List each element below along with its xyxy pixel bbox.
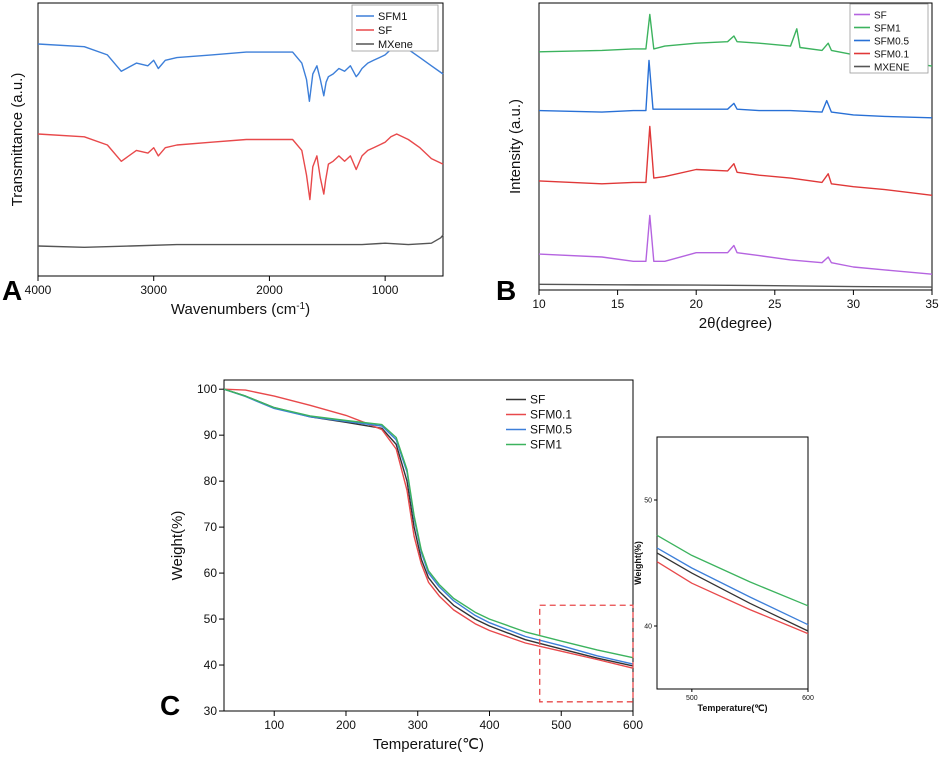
- panel-b-legend-label-sf: SF: [874, 11, 887, 22]
- panel-c-zoom-region-box: [539, 604, 634, 703]
- panel-c-legend-label-sfm1: SFM1: [530, 438, 562, 452]
- panel-c-x-tick-label: 200: [336, 718, 356, 732]
- panel-b-xrd-chart: 10 15 20 25 30 35 2θ(degree) Intensity (a.u.) SF…: [507, 2, 939, 332]
- panel-b-series-mxene: [538, 283, 933, 288]
- panel-a-plot-frame: [37, 2, 444, 277]
- panel-b-x-tick-label: 15: [611, 297, 625, 311]
- panel-c-inset-chart: 500 600 40 50 Temperature(℃) Weight(%): [633, 436, 814, 713]
- panel-a-legend-label-sfm1: SFM1: [378, 11, 407, 23]
- panel-b-series-sfm0-1: [538, 125, 933, 196]
- panel-c-plot-frame: [223, 379, 634, 712]
- panel-c-inset-series-sf: [656, 552, 809, 632]
- panel-b-y-axis-label: Intensity (a.u.): [507, 99, 524, 194]
- panel-c-x-tick-label: 500: [551, 718, 571, 732]
- panel-c-inset-x-tick-label: 500: [686, 695, 698, 702]
- panel-c-y-tick-label: 80: [204, 474, 218, 488]
- panel-b-plot-frame: [538, 2, 933, 291]
- panel-c-y-axis-label: Weight(%): [169, 511, 186, 581]
- panel-a-legend-label-mxene: MXene: [378, 39, 413, 51]
- panel-b-x-tick-label: 20: [690, 297, 704, 311]
- panel-a-x-tick-label: 1000: [372, 283, 399, 297]
- panel-b-legend-label-sfm0-5: SFM0.5: [874, 37, 909, 48]
- panel-b-x-axis-label: 2θ(degree): [699, 315, 772, 332]
- panel-label-a: A: [2, 275, 22, 306]
- panel-b-legend-label-mxene: MXENE: [874, 63, 910, 74]
- panel-a-x-tick-label: 3000: [140, 283, 167, 297]
- panel-b-x-tick-label: 25: [768, 297, 782, 311]
- panel-b-x-tick-label: 35: [925, 297, 939, 311]
- panel-b-series-sf: [538, 214, 933, 275]
- panel-c-legend-label-sfm0-1: SFM0.1: [530, 408, 572, 422]
- panel-c-series-sfm0-5: [223, 388, 634, 665]
- panel-a-x-axis-label-sup: -1: [296, 301, 305, 312]
- panel-b-series-sfm0-5: [538, 59, 933, 119]
- panel-a-x-axis-label: Wavenumbers (cm-1): [171, 301, 310, 319]
- panel-c-inset-y-tick-label: 50: [644, 498, 652, 505]
- panel-b-x-tick-label: 30: [847, 297, 861, 311]
- panel-a-x-tick-label: 4000: [25, 283, 52, 297]
- panel-c-inset-plot-frame: [656, 436, 809, 690]
- panel-c-y-tick-label: 90: [204, 428, 218, 442]
- panel-a-x-tick-label: 2000: [256, 283, 283, 297]
- panel-a-series-mxene: [37, 234, 444, 249]
- panel-label-b: B: [496, 275, 516, 306]
- panel-c-inset-x-axis-label: Temperature(℃): [698, 703, 768, 713]
- panel-a-y-axis-label: Transmittance (a.u.): [9, 73, 26, 207]
- panel-c-legend-label-sfm0-5: SFM0.5: [530, 423, 572, 437]
- panel-c-inset-series-sfm1: [656, 534, 809, 607]
- panel-a-x-axis-label-end: ): [305, 301, 310, 318]
- panel-c-inset-series-sfm0-5: [656, 547, 809, 626]
- panel-c-y-tick-label: 70: [204, 520, 218, 534]
- panel-c-series-sfm0-1: [223, 388, 634, 669]
- panel-c-legend-label-sf: SF: [530, 393, 545, 407]
- panel-c-inset-y-tick-label: 40: [644, 624, 652, 631]
- panel-c-inset-y-axis-label: Weight(%): [633, 541, 643, 585]
- panel-c-x-tick-label: 600: [623, 718, 643, 732]
- panel-c-y-tick-label: 60: [204, 566, 218, 580]
- panel-c-y-tick-label: 50: [204, 612, 218, 626]
- panel-c-y-tick-label: 40: [204, 658, 218, 672]
- panel-a-legend-label-sf: SF: [378, 25, 392, 37]
- panel-c-series-sfm1: [223, 388, 634, 659]
- panel-c-y-tick-label: 30: [204, 704, 218, 718]
- panel-b-legend-box: [849, 3, 929, 74]
- panel-c-x-tick-label: 400: [479, 718, 499, 732]
- panel-a-series-sf: [37, 133, 444, 201]
- panel-a-ftir-chart: 4000 3000 2000 1000 Wavenumbers (cm-1) Transm…: [9, 2, 444, 319]
- panel-c-x-tick-label: 100: [264, 718, 284, 732]
- panel-a-series-sfm1: [37, 43, 444, 103]
- panel-c-y-tick-label: 100: [197, 382, 217, 396]
- panel-b-legend-label-sfm0-1: SFM0.1: [874, 50, 909, 61]
- panel-b-series-sfm1: [538, 13, 933, 67]
- panel-b-legend-label-sfm1: SFM1: [874, 24, 901, 35]
- panel-c-x-tick-label: 300: [408, 718, 428, 732]
- panel-c-inset-x-tick-label: 600: [802, 695, 814, 702]
- panel-c-inset-series-sfm0-1: [656, 561, 809, 635]
- panel-b-x-tick-label: 10: [532, 297, 546, 311]
- panel-c-tga-chart: 100 200 300 400 500 600 30 40 50 60 70 80 90 100 Tempe…: [169, 379, 643, 753]
- panel-c-x-axis-label: Temperature(℃): [373, 736, 484, 753]
- panel-label-c: C: [160, 690, 180, 721]
